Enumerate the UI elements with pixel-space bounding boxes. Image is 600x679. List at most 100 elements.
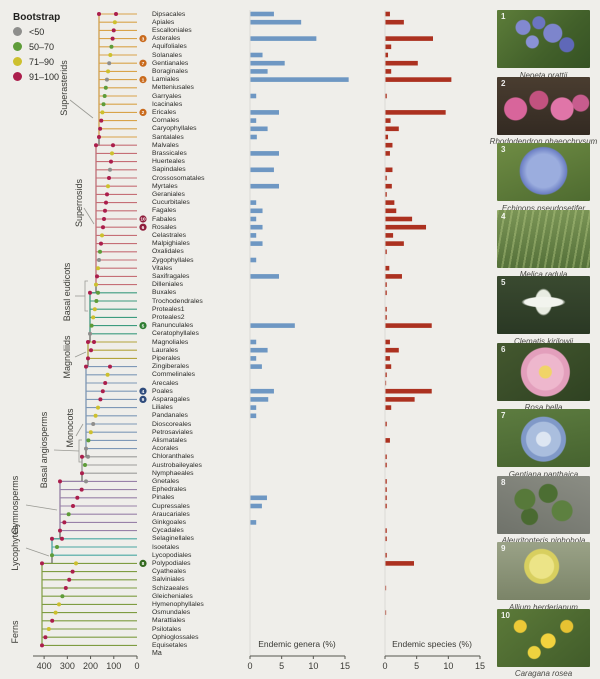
bootstrap-node-dot bbox=[97, 258, 101, 262]
bootstrap-node-dot bbox=[86, 356, 90, 361]
bootstrap-node-dot bbox=[50, 618, 55, 623]
legend-item-label: 50–70 bbox=[29, 41, 55, 52]
bootstrap-node-dot bbox=[109, 44, 114, 49]
bootstrap-node-dot bbox=[98, 249, 102, 254]
genera-bar bbox=[250, 364, 262, 369]
genera-bar bbox=[250, 323, 295, 328]
photo-number: 7 bbox=[501, 411, 506, 420]
bootstrap-node-dot bbox=[108, 167, 112, 172]
order-label: Icacinales bbox=[152, 100, 183, 108]
order-label: Ceratophyllales bbox=[152, 330, 199, 338]
species-bar bbox=[385, 339, 390, 345]
order-label: Crossosomatales bbox=[152, 174, 205, 182]
species-bar bbox=[385, 454, 387, 460]
bootstrap-node-dot bbox=[103, 381, 108, 385]
bootstrap-node-dot bbox=[66, 512, 71, 517]
bootstrap-node-dot bbox=[111, 28, 116, 33]
bootstrap-node-dot bbox=[86, 454, 90, 459]
species-bar bbox=[385, 216, 413, 222]
bootstrap-node-dot bbox=[111, 143, 115, 148]
species-bar bbox=[385, 36, 433, 41]
genera-bar bbox=[250, 216, 257, 222]
photo-caption: Clematis kirilowii bbox=[513, 336, 574, 346]
order-label: Ophioglossales bbox=[152, 633, 199, 641]
photo-number: 10 bbox=[501, 610, 510, 620]
time-axis-tick-label: 200 bbox=[83, 661, 99, 671]
clade-label-basal-eudicots: Basal eudicots bbox=[62, 262, 72, 322]
bootstrap-node-dot bbox=[95, 274, 99, 279]
tip-photo-badge-number: 1 bbox=[142, 77, 145, 83]
order-label: Ginkgoales bbox=[152, 519, 187, 526]
order-label: Escalloniales bbox=[152, 27, 192, 34]
crown-node-dot bbox=[94, 143, 98, 148]
photo-caption: Allium herderianum bbox=[509, 602, 578, 612]
species-bar bbox=[385, 380, 387, 386]
genera-bar bbox=[250, 69, 268, 74]
species-bar bbox=[385, 372, 387, 378]
species-bar bbox=[385, 356, 390, 361]
bootstrap-node-dot bbox=[53, 610, 58, 615]
tip-photo-badge-number: 5 bbox=[142, 323, 145, 329]
order-label: Isoetales bbox=[152, 543, 180, 551]
order-label: Fabales bbox=[152, 215, 177, 223]
bootstrap-node-dot bbox=[97, 135, 101, 139]
species-bar bbox=[385, 52, 389, 58]
photo-10: 10 bbox=[497, 608, 590, 667]
species-axis-tick-label: 5 bbox=[414, 661, 420, 671]
bootstrap-node-dot bbox=[58, 528, 62, 533]
species-bar bbox=[385, 77, 452, 82]
tip-photo-badge bbox=[139, 215, 147, 223]
legend-item: 91–100 bbox=[13, 70, 60, 83]
photo-5: 5 bbox=[497, 276, 590, 334]
order-label: Saxifragales bbox=[152, 273, 190, 280]
photo-6: 6 bbox=[497, 342, 590, 401]
genera-bar bbox=[250, 151, 279, 156]
photo-caption: Aleuritopteris niphobola bbox=[501, 536, 586, 545]
bootstrap-node-dot bbox=[60, 536, 64, 541]
photo-number: 5 bbox=[501, 278, 506, 287]
species-bar bbox=[385, 561, 414, 566]
genera-bar bbox=[250, 495, 267, 501]
genera-chart-title: Endemic genera (%) bbox=[258, 639, 336, 649]
photo-caption: Nepeta prattii bbox=[519, 70, 568, 80]
photo-2: 2 bbox=[497, 76, 590, 135]
species-bar bbox=[385, 69, 392, 74]
genera-bar bbox=[250, 356, 257, 361]
bootstrap-node-dot bbox=[79, 487, 84, 492]
photo-number: 2 bbox=[501, 78, 506, 88]
legend-items: <50 50–70 71–90 91–100 bbox=[13, 25, 60, 83]
species-axis-tick-label: 10 bbox=[443, 661, 454, 671]
order-label: Dipsacales bbox=[152, 10, 186, 18]
order-label: Osmundales bbox=[152, 609, 191, 617]
genera-axis-tick-label: 0 bbox=[247, 661, 253, 671]
order-label: Polypodiales bbox=[152, 560, 191, 567]
genera-bar bbox=[250, 224, 263, 230]
order-label: Asparagales bbox=[152, 396, 190, 403]
crown-node-dot bbox=[50, 536, 54, 541]
bootstrap-node-dot bbox=[88, 430, 93, 435]
species-bar bbox=[385, 175, 387, 181]
photo-caption: Rhododendron phaeochrysum bbox=[489, 137, 598, 146]
genera-bar bbox=[250, 52, 263, 58]
species-bar bbox=[385, 388, 432, 394]
order-label: Acorales bbox=[152, 445, 179, 453]
crown-node-dot bbox=[86, 340, 90, 344]
genera-bar bbox=[250, 388, 274, 394]
clade-pointer-line bbox=[74, 351, 87, 358]
bootstrap-node-dot bbox=[91, 422, 96, 426]
bootstrap-node-dot bbox=[112, 20, 117, 25]
order-label: Pinales bbox=[152, 494, 175, 502]
bootstrap-node-dot bbox=[98, 126, 103, 131]
basal-angiosperms-bracket bbox=[78, 439, 82, 463]
order-label: Metteniusales bbox=[152, 84, 194, 92]
order-label: Araucariales bbox=[152, 510, 190, 518]
tip-photo-badge bbox=[139, 76, 147, 84]
bootstrap-node-dot bbox=[105, 372, 110, 377]
order-label: Laurales bbox=[152, 346, 179, 354]
order-label: Malpighiales bbox=[152, 240, 190, 248]
bootstrap-node-dot bbox=[74, 561, 78, 566]
order-label: Celastrales bbox=[152, 232, 186, 239]
clade-label-lycophytes: Lycophytes bbox=[10, 525, 20, 571]
bootstrap-node-dot bbox=[96, 290, 100, 295]
species-bar bbox=[385, 323, 432, 328]
